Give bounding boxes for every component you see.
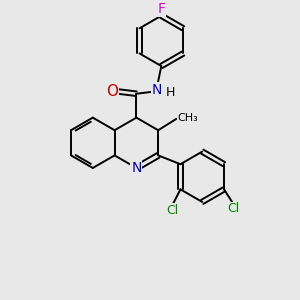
Text: N: N [152,83,162,97]
Text: Cl: Cl [166,204,178,217]
Text: O: O [106,84,118,99]
Text: Cl: Cl [227,202,239,215]
Text: F: F [157,2,165,16]
Text: N: N [131,161,142,175]
Text: H: H [166,86,176,99]
Text: CH₃: CH₃ [178,113,199,123]
